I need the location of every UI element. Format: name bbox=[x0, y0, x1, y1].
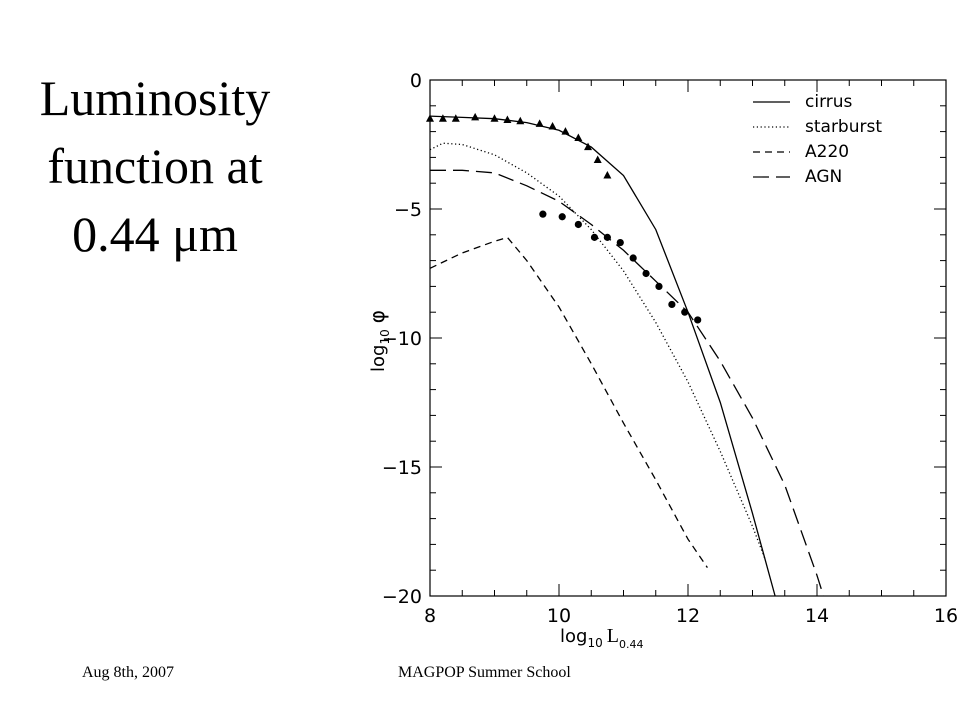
x-tick-label: 14 bbox=[805, 605, 829, 627]
x-tick-label: 10 bbox=[547, 605, 571, 627]
triangle-marker bbox=[584, 142, 593, 151]
triangle-marker bbox=[593, 155, 602, 163]
triangle-marker bbox=[516, 116, 525, 125]
circle-marker bbox=[681, 308, 689, 316]
circle-marker bbox=[642, 269, 650, 278]
x-axis-label-log: log bbox=[560, 626, 587, 647]
footer-date: Aug 8th, 2007 bbox=[82, 664, 174, 681]
triangle-marker bbox=[438, 114, 447, 122]
x-tick-label: 8 bbox=[424, 605, 436, 627]
series-lines bbox=[429, 115, 825, 597]
observed-markers bbox=[426, 112, 702, 324]
legend-label-a220: A220 bbox=[805, 142, 849, 162]
slide-title-line-3: 0.44 μm bbox=[72, 206, 238, 262]
axis-ticks bbox=[429, 79, 947, 597]
tick-labels: 8 10 12 14 16 0 −5 −10 −15 −20 bbox=[382, 70, 958, 627]
y-tick-label: 0 bbox=[410, 70, 422, 92]
circle-marker bbox=[590, 233, 599, 241]
triangle-marker bbox=[471, 112, 480, 121]
circle-marker bbox=[558, 213, 566, 221]
circle-marker bbox=[655, 282, 663, 290]
circle-marker bbox=[694, 316, 702, 324]
y-tick-label: −5 bbox=[394, 199, 422, 221]
x-axis-label-sub: 10 bbox=[587, 636, 602, 650]
circle-marker bbox=[668, 300, 676, 309]
y-axis-label-sub: 10 bbox=[378, 329, 392, 344]
slide-title-line-1: Luminosity bbox=[39, 70, 271, 126]
x-axis-label: log10 L0.44 bbox=[560, 625, 643, 651]
legend: cirrus starburst A220 AGN bbox=[753, 92, 882, 187]
series-line-cirrus bbox=[429, 115, 776, 597]
x-axis-label-var: L bbox=[607, 625, 619, 647]
circle-marker bbox=[616, 238, 624, 247]
circle-marker bbox=[539, 210, 547, 218]
triangle-marker bbox=[490, 114, 499, 122]
triangle-marker bbox=[426, 114, 434, 122]
circle-marker bbox=[603, 233, 611, 241]
series-line-a220 bbox=[429, 236, 708, 568]
slide-title-line-2: function at bbox=[47, 138, 263, 194]
triangle-marker bbox=[503, 115, 512, 123]
triangle-marker bbox=[535, 119, 544, 127]
series-line-agn bbox=[430, 169, 825, 597]
triangle-marker bbox=[603, 170, 612, 179]
legend-label-cirrus: cirrus bbox=[805, 92, 853, 112]
y-tick-label: −10 bbox=[382, 328, 422, 350]
y-tick-label: −20 bbox=[382, 586, 422, 608]
legend-label-starburst: starburst bbox=[805, 117, 882, 137]
triangle-marker bbox=[451, 114, 460, 122]
x-tick-label: 16 bbox=[934, 605, 958, 627]
circle-marker bbox=[629, 254, 637, 262]
triangle-marker bbox=[561, 127, 570, 135]
triangle-marker bbox=[574, 133, 583, 142]
triangle-marker bbox=[548, 121, 557, 130]
y-axis-label-log: log bbox=[368, 345, 389, 372]
series-line-starburst bbox=[429, 142, 767, 561]
circle-marker bbox=[574, 220, 582, 229]
legend-label-agn: AGN bbox=[805, 167, 842, 187]
x-axis-label-var-sub: 0.44 bbox=[619, 638, 644, 651]
x-tick-label: 12 bbox=[676, 605, 700, 627]
slide-title: Luminosity function at 0.44 μm bbox=[0, 64, 310, 268]
y-axis-label-var: φ bbox=[365, 310, 389, 323]
y-tick-label: −15 bbox=[382, 457, 422, 479]
footer-event: MAGPOP Summer School bbox=[398, 664, 571, 681]
y-axis-label: log10 φ bbox=[365, 310, 392, 372]
plot-frame bbox=[429, 79, 947, 597]
